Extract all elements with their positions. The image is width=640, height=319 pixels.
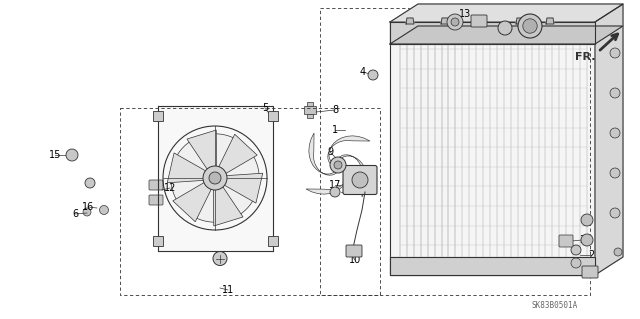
Circle shape	[451, 18, 459, 26]
Circle shape	[171, 134, 259, 222]
Text: 13: 13	[459, 9, 471, 19]
FancyBboxPatch shape	[268, 110, 278, 121]
Circle shape	[518, 14, 542, 38]
Circle shape	[610, 168, 620, 178]
Polygon shape	[304, 106, 316, 114]
Polygon shape	[390, 4, 623, 22]
Polygon shape	[546, 18, 554, 24]
Circle shape	[610, 88, 620, 98]
Polygon shape	[187, 130, 216, 169]
Polygon shape	[390, 22, 595, 275]
FancyBboxPatch shape	[346, 245, 362, 257]
Text: FR.: FR.	[575, 52, 596, 62]
Text: 12: 12	[164, 183, 176, 193]
Polygon shape	[337, 155, 367, 197]
Text: SK83B0501A: SK83B0501A	[532, 300, 578, 309]
FancyBboxPatch shape	[152, 110, 163, 121]
Polygon shape	[476, 18, 484, 24]
Circle shape	[99, 205, 109, 214]
Polygon shape	[516, 18, 524, 24]
Polygon shape	[173, 183, 211, 222]
Polygon shape	[390, 22, 595, 44]
Polygon shape	[309, 133, 339, 175]
Polygon shape	[219, 134, 257, 173]
Circle shape	[610, 208, 620, 218]
Circle shape	[85, 178, 95, 188]
Circle shape	[571, 245, 581, 255]
FancyBboxPatch shape	[149, 180, 163, 190]
Circle shape	[83, 208, 91, 216]
Circle shape	[610, 48, 620, 58]
Polygon shape	[157, 106, 273, 250]
FancyBboxPatch shape	[559, 235, 573, 247]
Text: 16: 16	[82, 202, 94, 212]
Polygon shape	[390, 26, 623, 44]
FancyBboxPatch shape	[268, 235, 278, 246]
Text: 10: 10	[349, 255, 361, 265]
Circle shape	[614, 248, 622, 256]
Circle shape	[498, 21, 512, 35]
Text: 1: 1	[332, 125, 338, 135]
Text: 4: 4	[497, 27, 503, 37]
Circle shape	[447, 14, 463, 30]
Text: 3: 3	[579, 235, 585, 245]
Circle shape	[352, 172, 368, 188]
FancyBboxPatch shape	[471, 15, 487, 27]
Polygon shape	[306, 165, 348, 194]
Polygon shape	[307, 102, 313, 106]
Circle shape	[581, 214, 593, 226]
FancyBboxPatch shape	[343, 166, 377, 195]
Text: 14: 14	[349, 187, 361, 197]
Polygon shape	[406, 18, 414, 24]
FancyBboxPatch shape	[582, 266, 598, 278]
Circle shape	[330, 187, 340, 197]
Polygon shape	[214, 187, 243, 226]
Polygon shape	[441, 18, 449, 24]
Text: 15: 15	[49, 150, 61, 160]
Circle shape	[66, 149, 78, 161]
Circle shape	[213, 251, 227, 265]
Text: 8: 8	[332, 105, 338, 115]
Text: 5: 5	[262, 103, 268, 113]
Circle shape	[203, 166, 227, 190]
Text: 9: 9	[327, 147, 333, 157]
Text: 2: 2	[588, 250, 594, 260]
Circle shape	[581, 234, 593, 246]
Polygon shape	[595, 4, 623, 275]
FancyBboxPatch shape	[152, 235, 163, 246]
Polygon shape	[390, 257, 595, 275]
Text: 17: 17	[329, 180, 341, 190]
Circle shape	[523, 19, 537, 33]
FancyBboxPatch shape	[149, 195, 163, 205]
Circle shape	[334, 161, 342, 169]
Polygon shape	[307, 114, 313, 118]
Text: 4: 4	[360, 67, 366, 77]
Circle shape	[209, 172, 221, 184]
Text: 11: 11	[222, 285, 234, 295]
Circle shape	[610, 128, 620, 138]
Circle shape	[368, 70, 378, 80]
Circle shape	[571, 258, 581, 268]
Circle shape	[330, 157, 346, 173]
Polygon shape	[167, 153, 205, 183]
Text: 6: 6	[72, 209, 78, 219]
Polygon shape	[328, 136, 370, 166]
Polygon shape	[225, 173, 263, 203]
